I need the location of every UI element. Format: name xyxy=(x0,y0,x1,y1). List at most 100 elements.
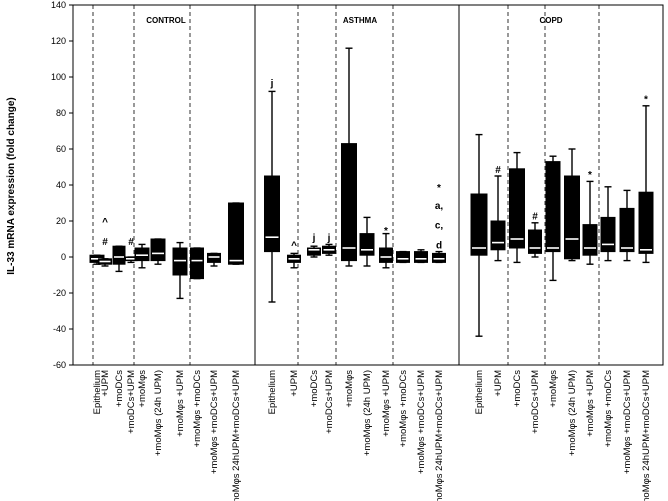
significance-mark: # xyxy=(102,237,108,248)
y-axis: -60 -40 -20 0 20 40 60 80 100 120 140 xyxy=(51,0,73,370)
box-control-3 xyxy=(124,256,138,264)
boxplots xyxy=(89,47,654,337)
box-asthma-7 xyxy=(396,250,410,264)
significance-mark: j xyxy=(327,233,331,244)
box-body xyxy=(341,143,357,262)
y-tick-label: -20 xyxy=(53,288,66,298)
x-tick-label: Epithelium xyxy=(92,370,103,414)
x-tick-label: +moMφs +moDCs+UPM xyxy=(622,370,633,474)
x-tick-label: +UPM xyxy=(493,370,504,397)
x-tick-label: +moDCs+UPM xyxy=(126,370,137,434)
box-control-2 xyxy=(112,245,126,273)
annotations: ^# #j^j j**a,c,d##** xyxy=(102,78,648,251)
x-tick-label: +moDCs+UPM xyxy=(324,370,335,434)
box-body xyxy=(134,247,150,262)
box-asthma-8 xyxy=(414,249,428,264)
x-tick-label: +UPM xyxy=(289,370,300,397)
box-asthma-2 xyxy=(307,245,321,258)
significance-mark: ^ xyxy=(291,240,297,251)
x-tick-label: +UPM xyxy=(100,370,111,397)
box-asthma-4 xyxy=(341,47,357,267)
box-body xyxy=(545,161,561,253)
y-tick-label: 100 xyxy=(51,72,66,82)
significance-mark: ^ xyxy=(102,217,108,228)
significance-mark: * xyxy=(384,226,388,237)
x-tick-label: +moMφs xyxy=(137,370,148,408)
significance-mark: # xyxy=(128,237,134,248)
significance-mark: d xyxy=(436,240,442,251)
box-body xyxy=(172,247,188,276)
box-control-8 xyxy=(207,252,221,267)
box-body xyxy=(600,216,616,253)
box-body xyxy=(432,252,446,263)
box-body xyxy=(359,233,375,256)
box-copd-5 xyxy=(564,148,580,262)
box-copd-4 xyxy=(545,155,561,282)
y-tick-label: -60 xyxy=(53,360,66,370)
box-control-9 xyxy=(228,202,244,265)
x-tick-label: +moMφs +UPM xyxy=(585,370,596,437)
group-panels: CONTROL ASTHMA COPD xyxy=(146,16,563,25)
significance-mark: * xyxy=(644,95,648,106)
box-body xyxy=(564,175,580,260)
box-body xyxy=(207,252,221,263)
box-body xyxy=(638,191,654,254)
x-tick-label: +moMφs (24h UPM) xyxy=(153,370,164,456)
x-tick-label: +moMφs (24h UPM) xyxy=(567,370,578,456)
box-copd-1 xyxy=(490,175,506,262)
box-copd-9 xyxy=(638,105,654,264)
box-copd-0 xyxy=(470,133,488,337)
box-asthma-3 xyxy=(322,243,336,256)
x-tick-label: +moMφs +moDCs+UPM xyxy=(209,370,220,474)
significance-mark: a, xyxy=(435,201,444,212)
box-body xyxy=(528,229,542,254)
x-tick-label: +moDCs+UPM xyxy=(530,370,541,434)
box-copd-8 xyxy=(619,189,635,262)
box-control-6 xyxy=(172,241,188,300)
box-body xyxy=(582,224,598,256)
box-copd-7 xyxy=(600,186,616,262)
y-tick-label: 20 xyxy=(56,216,66,226)
y-tick-label: 80 xyxy=(56,108,66,118)
x-tick-label: Epithelium xyxy=(267,370,278,414)
significance-mark: j xyxy=(312,233,316,244)
x-tick-label: +moMφs (24h UPM) xyxy=(362,370,373,456)
x-tick-label: +moDCs xyxy=(114,370,125,407)
box-body xyxy=(509,168,525,249)
box-body xyxy=(490,220,506,251)
x-tick-label: +moMφs xyxy=(344,370,355,408)
box-asthma-9 xyxy=(432,250,446,264)
x-tick-label: +moMφs +moDCs xyxy=(603,370,614,448)
x-tick-label: +moMφs +UPM xyxy=(381,370,392,437)
box-control-7 xyxy=(190,247,204,280)
box-body xyxy=(470,193,488,256)
x-tick-label: +moMφs 24hUPM+moDCs+UPM xyxy=(641,370,652,501)
box-control-1 xyxy=(98,258,112,267)
box-asthma-0 xyxy=(264,90,280,303)
x-tick-label: +moMφs +UPM xyxy=(175,370,186,437)
y-tick-label: 60 xyxy=(56,144,66,154)
box-copd-3 xyxy=(528,222,542,258)
y-tick-label: 120 xyxy=(51,36,66,46)
significance-mark: * xyxy=(437,183,441,194)
group-title-control: CONTROL xyxy=(146,16,186,25)
box-asthma-5 xyxy=(359,216,375,267)
x-tick-label: +moMφs +moDCs xyxy=(192,370,203,448)
significance-mark: * xyxy=(588,170,592,181)
significance-mark: c, xyxy=(435,221,444,232)
box-copd-6 xyxy=(582,180,598,265)
x-tick-label: Epithelium xyxy=(474,370,485,414)
category-dividers xyxy=(92,5,600,365)
x-tick-label: +moMφs 24hUPM+moDCs+UPM xyxy=(231,370,242,501)
significance-mark: j xyxy=(270,78,274,89)
y-tick-label: -40 xyxy=(53,324,66,334)
box-body xyxy=(150,238,166,262)
y-tick-label: 140 xyxy=(51,0,66,10)
box-body xyxy=(619,207,635,253)
box-body xyxy=(379,247,393,263)
box-body xyxy=(414,251,428,263)
significance-mark: # xyxy=(532,212,538,223)
box-asthma-6 xyxy=(379,232,393,269)
significance-mark: # xyxy=(495,165,501,176)
